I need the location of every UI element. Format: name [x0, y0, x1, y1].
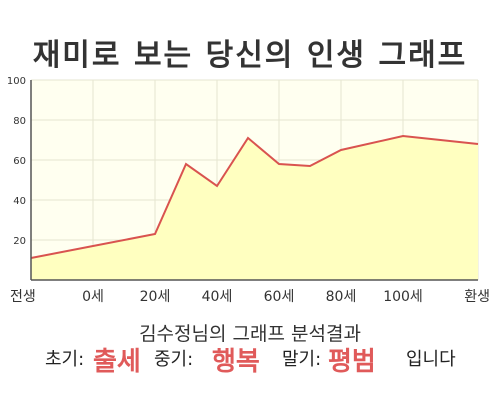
- result-title: 김수정님의 그래프 분석결과: [139, 323, 361, 345]
- middle-label: 중기:: [154, 349, 194, 370]
- early-label: 초기:: [45, 349, 85, 370]
- x-tick-label: 환생: [464, 289, 490, 305]
- x-tick-label: 40세: [202, 289, 233, 305]
- x-tick-label: 전생: [10, 289, 36, 305]
- life-area-fill: [31, 136, 478, 280]
- chart-title: 재미로 보는 당신의 인생 그래프: [32, 38, 468, 73]
- y-tick-label: 60: [13, 156, 26, 167]
- ending-text: 입니다: [406, 349, 456, 370]
- late-value: 평범: [328, 347, 376, 377]
- life-line-series: [30, 134, 479, 259]
- y-tick-label: 40: [13, 196, 26, 207]
- x-tick-label: 60세: [264, 289, 295, 305]
- early-value: 출세: [93, 347, 141, 377]
- late-label: 말기:: [282, 349, 322, 370]
- y-tick-label: 20: [13, 236, 26, 247]
- x-tick-labels: 전생 0세 20세 40세 60세 80세 100세 환생: [10, 289, 490, 305]
- x-tick-label: 80세: [326, 289, 357, 305]
- y-tick-label: 80: [13, 116, 26, 127]
- x-tick-label: 20세: [140, 289, 171, 305]
- y-tick-labels: 20 40 60 80 100: [7, 76, 26, 247]
- middle-value: 행복: [212, 347, 260, 377]
- x-tick-label: 0세: [82, 289, 104, 305]
- y-tick-label: 100: [7, 76, 26, 87]
- x-tick-label: 100세: [383, 289, 423, 305]
- result-summary: 초기: 출세 중기: 행복 말기: 평범 입니다: [0, 345, 500, 381]
